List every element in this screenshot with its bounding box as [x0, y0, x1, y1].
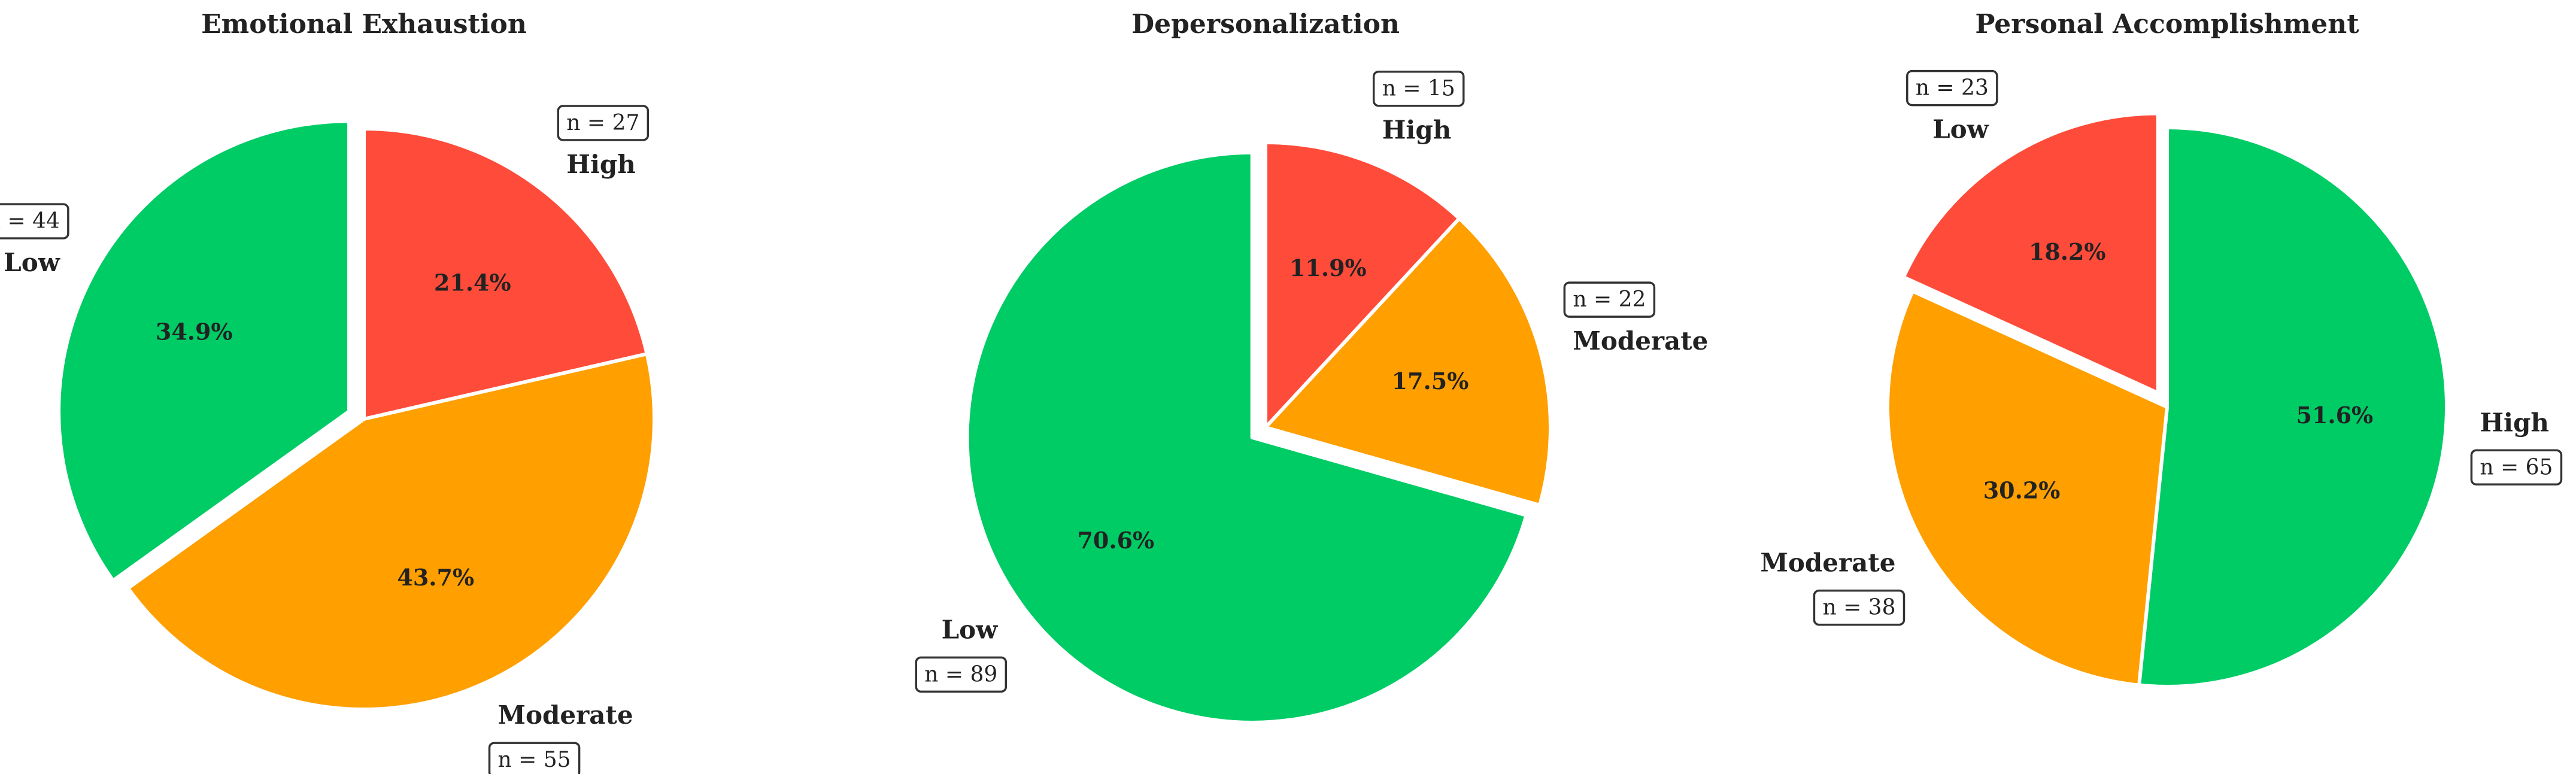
slice-percent-label: 30.2%	[1983, 477, 2061, 504]
count-badge: n = 65	[2470, 449, 2563, 486]
pie-slice-high	[362, 127, 649, 421]
category-label-low: Low	[4, 248, 60, 277]
pie-slice-moderate	[1886, 289, 2169, 687]
pie-slice-low	[1901, 111, 2160, 395]
count-label: n = 22	[1573, 287, 1646, 312]
count-box	[1906, 69, 1998, 107]
count-box	[1813, 589, 1906, 626]
pie-slice-high	[2137, 126, 2449, 688]
count-label: n = 44	[0, 209, 60, 233]
category-label-high: High	[1382, 116, 1452, 145]
count-badge: n = 89	[915, 656, 1008, 693]
slice-percent-label: 43.7%	[397, 564, 474, 591]
pie-slice-low	[57, 119, 351, 582]
slice-percent-label: 21.4%	[434, 269, 511, 296]
category-label-low: Low	[1932, 115, 1989, 144]
count-box	[488, 742, 581, 774]
slice-percent-label: 11.9%	[1289, 254, 1367, 281]
category-label-moderate: Moderate	[498, 700, 633, 730]
slice-percent-label: 51.6%	[2296, 402, 2374, 429]
category-label-moderate: Moderate	[1760, 548, 1895, 578]
count-label: n = 23	[1916, 76, 1989, 101]
count-box	[1372, 70, 1465, 107]
pie-chart-emotional-exhaustion: Emotional Exhaustion 21.4% High n = 27 43.7%…	[0, 9, 657, 774]
count-label: n = 27	[566, 111, 639, 135]
pie-chart-depersonalization: Depersonalization 11.9% High n = 15 17.5% Mod…	[915, 9, 1708, 724]
count-box	[557, 105, 650, 141]
category-label-moderate: Moderate	[1573, 326, 1708, 356]
count-box	[2470, 449, 2563, 486]
count-badge: n = 44	[0, 203, 69, 239]
count-label: n = 65	[2480, 455, 2553, 479]
count-label: n = 89	[924, 662, 997, 687]
category-label-low: Low	[942, 615, 999, 644]
count-box	[0, 203, 69, 239]
count-box	[915, 656, 1008, 693]
chart-title: Emotional Exhaustion	[201, 9, 527, 40]
pie-slice-high	[1264, 141, 1461, 429]
count-badge: n = 15	[1372, 70, 1465, 107]
category-label-high: High	[2480, 408, 2549, 437]
slice-percent-label: 70.6%	[1077, 527, 1154, 554]
count-badge: n = 22	[1563, 281, 1656, 318]
slice-percent-label: 17.5%	[1392, 368, 1469, 394]
count-label: n = 55	[498, 748, 571, 772]
pie-slice-moderate	[126, 352, 657, 711]
count-label: n = 38	[1822, 596, 1895, 620]
pie-slice-moderate	[1264, 216, 1552, 507]
pie-slice-low	[965, 150, 1528, 724]
category-label-high: High	[566, 150, 636, 179]
slice-percent-label: 18.2%	[2029, 238, 2106, 265]
count-badge: n = 38	[1813, 589, 1906, 626]
count-badge: n = 55	[488, 742, 581, 774]
chart-title: Depersonalization	[1131, 9, 1400, 40]
count-badge: n = 27	[557, 105, 650, 141]
slice-percent-label: 34.9%	[156, 318, 233, 345]
count-badge: n = 23	[1906, 69, 1998, 107]
pie-chart-personal-accomplishment: Personal Accomplishment 51.6% High n = 65 30…	[1760, 9, 2563, 688]
chart-title: Personal Accomplishment	[1975, 9, 2359, 40]
count-label: n = 15	[1382, 77, 1455, 101]
count-box	[1563, 281, 1656, 318]
